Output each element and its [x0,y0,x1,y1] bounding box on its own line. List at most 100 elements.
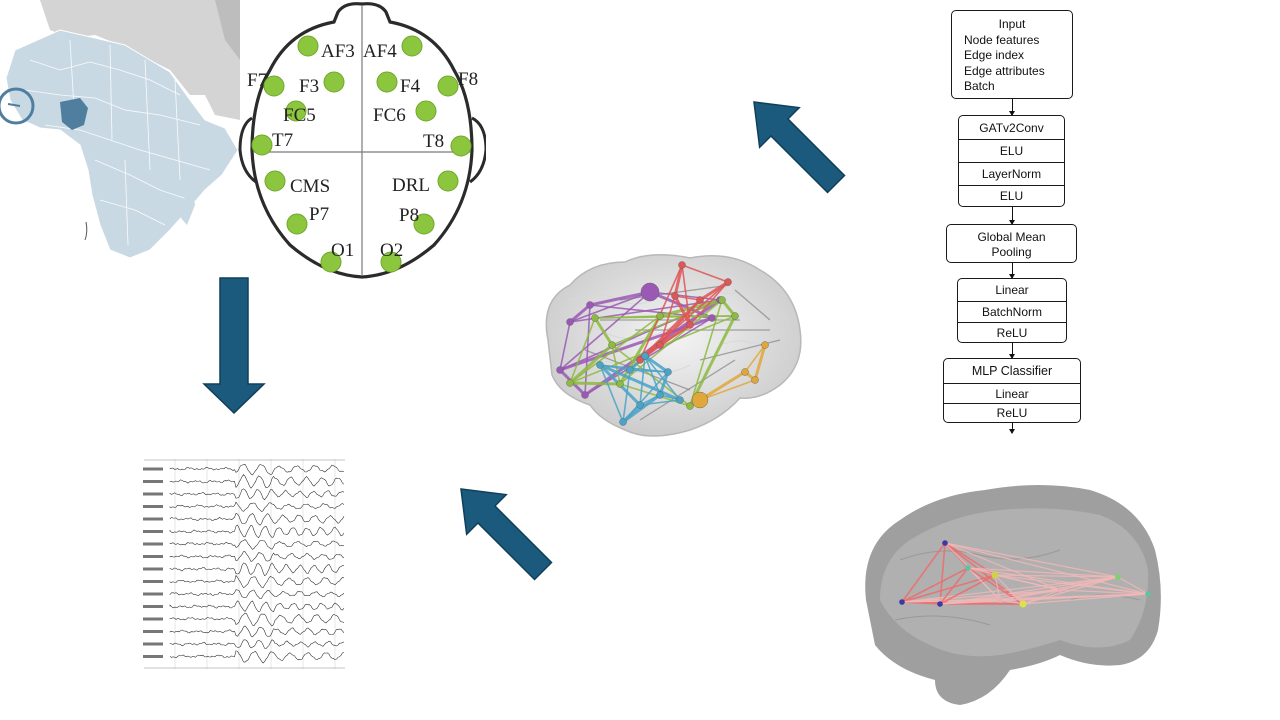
channel-tag [143,492,163,496]
electrode-dot-t8 [450,135,472,157]
network-edge [939,599,1001,605]
network-edge [621,403,642,424]
network-node [566,318,574,326]
network-node [656,312,664,320]
network-node [686,402,694,410]
relu-layer: ReLU [958,322,1066,342]
channel-tag [143,467,163,471]
network-edge [944,542,1149,595]
electrode-dot-fc5 [285,100,307,122]
electrode-label-af4: AF4 [363,41,397,62]
network-node [761,341,769,349]
electrode-label-cms: CMS [290,176,330,197]
network-edge [939,567,969,605]
flow-connector [1009,99,1015,116]
network-node [591,314,599,322]
network-edge [944,542,1061,591]
network-node [1057,587,1063,593]
network-node [596,361,604,369]
electrode-dot-o1 [320,251,342,273]
network-node [678,261,686,269]
pooling-line: Global Mean [977,230,1046,244]
network-edge [644,354,669,374]
eeg-trace-line [169,524,345,539]
network-edge [559,291,651,371]
electrode-dot-drl [437,170,459,192]
network-node [656,391,664,399]
network-edge [699,280,729,302]
linear-layer: Linear [995,283,1029,297]
electrode-dot-af4 [401,35,423,57]
network-node [581,391,589,399]
electrode-dot-o2 [380,251,402,273]
network-edge [689,299,723,407]
network-node [741,368,749,376]
gat-block: GATv2Conv ELU LayerNorm ELU [958,115,1065,207]
channel-tag [143,505,163,508]
network-edge [901,599,1001,603]
electrode-label-f8: F8 [458,69,478,90]
eeg-trace-line [169,551,345,562]
network-node [626,366,634,374]
network-edge [967,567,1001,601]
network-edge [639,359,736,421]
diagonal-arrow-upper [753,101,846,194]
network-node [1115,574,1121,580]
network-edge [599,363,681,402]
network-edge [999,599,1024,605]
input-item: Edge index [964,48,1025,62]
network-node [566,379,574,387]
batchnorm-layer: BatchNorm [958,301,1066,322]
network-edge [1117,576,1149,595]
network-node [636,401,644,409]
network-node [556,366,564,374]
channel-tag [143,592,163,596]
flow-connector [1009,343,1015,359]
channel-tag [143,555,163,558]
eeg-trace-line [169,501,345,512]
eeg-trace-line [169,639,345,649]
network-edge [584,304,591,396]
network-node [686,321,694,329]
input-item: Node features [964,32,1040,47]
network-node [731,312,739,320]
linear-layer: Linear [944,383,1080,403]
eeg-trace-line [169,512,345,526]
electrode-label-o1: O1 [331,240,354,261]
eeg-trace-line [169,539,345,550]
network-edge [967,567,1149,595]
network-edge [689,281,729,326]
down-arrow [202,277,266,415]
eeg-channel-lines [143,464,345,664]
network-edge [753,344,767,381]
electrode-label-o2: O2 [380,240,403,261]
input-box: Input Node features Edge index Edge attr… [951,10,1073,99]
electrode-label-drl: DRL [392,175,430,196]
network-node [1145,591,1151,597]
network-node [691,391,709,409]
network-edge [901,589,1061,603]
electrode-dot-fc6 [415,100,437,122]
channel-tag [143,480,163,483]
network-edge [569,381,621,386]
pooling-box: Global Mean Pooling [946,224,1077,263]
network-edge [599,364,624,423]
network-node [1019,600,1027,608]
network-edges-right [899,540,1151,608]
network-edge [699,379,756,401]
network-edge [939,542,946,605]
eeg-trace-line [169,589,345,599]
network-node [696,296,704,304]
mlp-block: MLP Classifier Linear ReLU [943,358,1081,423]
layernorm-layer: LayerNorm [959,162,1064,185]
network-edge [639,394,661,406]
network-node [965,565,971,571]
network-node [751,376,759,384]
network-edge [639,281,729,361]
network-node [616,380,624,388]
brain-network-center [545,254,802,437]
diagonal-arrow-lower [460,488,553,581]
africa-map [0,0,240,265]
network-node [608,341,616,349]
